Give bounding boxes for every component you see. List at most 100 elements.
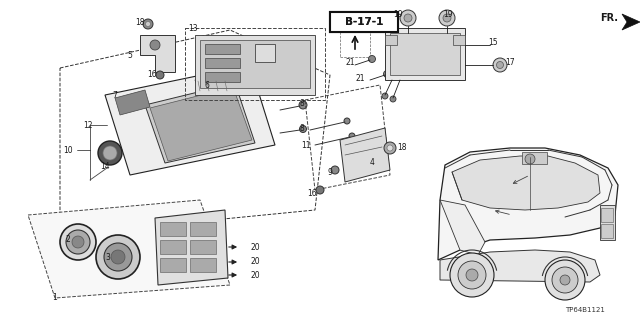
Circle shape [72, 236, 84, 248]
Text: 9: 9 [328, 167, 332, 177]
Circle shape [525, 154, 535, 164]
Polygon shape [28, 200, 230, 298]
Polygon shape [155, 210, 228, 285]
Circle shape [387, 145, 393, 151]
Circle shape [98, 141, 122, 165]
Polygon shape [452, 156, 600, 210]
Circle shape [145, 21, 150, 27]
Text: 3: 3 [106, 253, 111, 262]
Text: 11: 11 [301, 140, 311, 149]
Circle shape [103, 146, 117, 160]
Bar [453, 35, 465, 45]
Text: 5: 5 [127, 51, 132, 60]
Circle shape [344, 118, 350, 124]
Bar [190, 222, 216, 236]
Polygon shape [150, 87, 252, 161]
Text: FR.: FR. [600, 13, 618, 23]
Bar [160, 222, 186, 236]
Text: 10: 10 [63, 146, 73, 155]
Text: 1: 1 [52, 293, 58, 302]
Polygon shape [390, 33, 460, 75]
Text: 16: 16 [147, 69, 157, 78]
Circle shape [497, 61, 504, 68]
Circle shape [382, 93, 388, 99]
Bar [205, 72, 240, 82]
Polygon shape [438, 148, 618, 260]
Bar [160, 240, 186, 254]
Text: 14: 14 [100, 162, 110, 171]
Circle shape [384, 142, 396, 154]
Circle shape [66, 230, 90, 254]
Circle shape [552, 267, 578, 293]
Circle shape [96, 235, 140, 279]
Bar [190, 240, 216, 254]
Polygon shape [622, 14, 640, 30]
Polygon shape [385, 28, 465, 80]
Circle shape [545, 260, 585, 300]
Text: 21: 21 [345, 58, 355, 67]
Circle shape [299, 101, 307, 109]
Bar [522, 152, 547, 164]
Text: B-17-1: B-17-1 [345, 17, 383, 27]
Bar [255, 44, 275, 62]
Text: 18: 18 [397, 142, 407, 151]
Text: 19: 19 [393, 10, 403, 19]
Circle shape [369, 55, 376, 62]
Text: 4: 4 [369, 157, 374, 166]
Text: 20: 20 [250, 270, 260, 279]
Text: 19: 19 [443, 10, 453, 19]
Circle shape [316, 186, 324, 194]
Bar [601, 224, 613, 238]
Text: 21: 21 [355, 74, 365, 83]
Circle shape [439, 10, 455, 26]
Circle shape [156, 71, 164, 79]
Text: 17: 17 [505, 58, 515, 67]
Circle shape [400, 10, 416, 26]
Text: TP64B1121: TP64B1121 [565, 307, 605, 313]
Polygon shape [195, 35, 315, 95]
Text: 15: 15 [488, 37, 498, 46]
Circle shape [331, 166, 339, 174]
Circle shape [390, 96, 396, 102]
Polygon shape [145, 83, 255, 163]
Polygon shape [440, 250, 600, 282]
Polygon shape [440, 200, 485, 255]
Text: 2: 2 [66, 236, 70, 244]
Circle shape [404, 14, 412, 22]
Polygon shape [115, 90, 150, 115]
Polygon shape [200, 40, 310, 88]
Circle shape [300, 125, 307, 132]
Polygon shape [140, 35, 175, 72]
Bar [190, 258, 216, 272]
Text: 6: 6 [205, 81, 209, 90]
Text: 18: 18 [135, 18, 145, 27]
Circle shape [443, 14, 451, 22]
Circle shape [458, 261, 486, 289]
Text: 20: 20 [250, 243, 260, 252]
Bar [160, 258, 186, 272]
Text: 13: 13 [188, 23, 198, 33]
Circle shape [450, 253, 494, 297]
Circle shape [150, 40, 160, 50]
Polygon shape [105, 65, 275, 175]
Text: 8: 8 [300, 99, 305, 108]
Bar [601, 208, 613, 222]
Text: 8: 8 [300, 124, 305, 132]
Circle shape [111, 250, 125, 264]
Circle shape [349, 133, 355, 139]
Circle shape [60, 224, 96, 260]
Bar [330, 12, 398, 32]
Circle shape [383, 70, 390, 77]
Circle shape [493, 58, 507, 72]
Circle shape [104, 243, 132, 271]
Bar [385, 35, 397, 45]
Polygon shape [340, 128, 390, 182]
Text: 20: 20 [250, 258, 260, 267]
Bar [340, 32, 370, 57]
Bar [330, 12, 398, 32]
Circle shape [466, 269, 478, 281]
Bar [205, 44, 240, 54]
Circle shape [143, 19, 153, 29]
Polygon shape [195, 70, 240, 92]
Bar [600, 205, 615, 240]
